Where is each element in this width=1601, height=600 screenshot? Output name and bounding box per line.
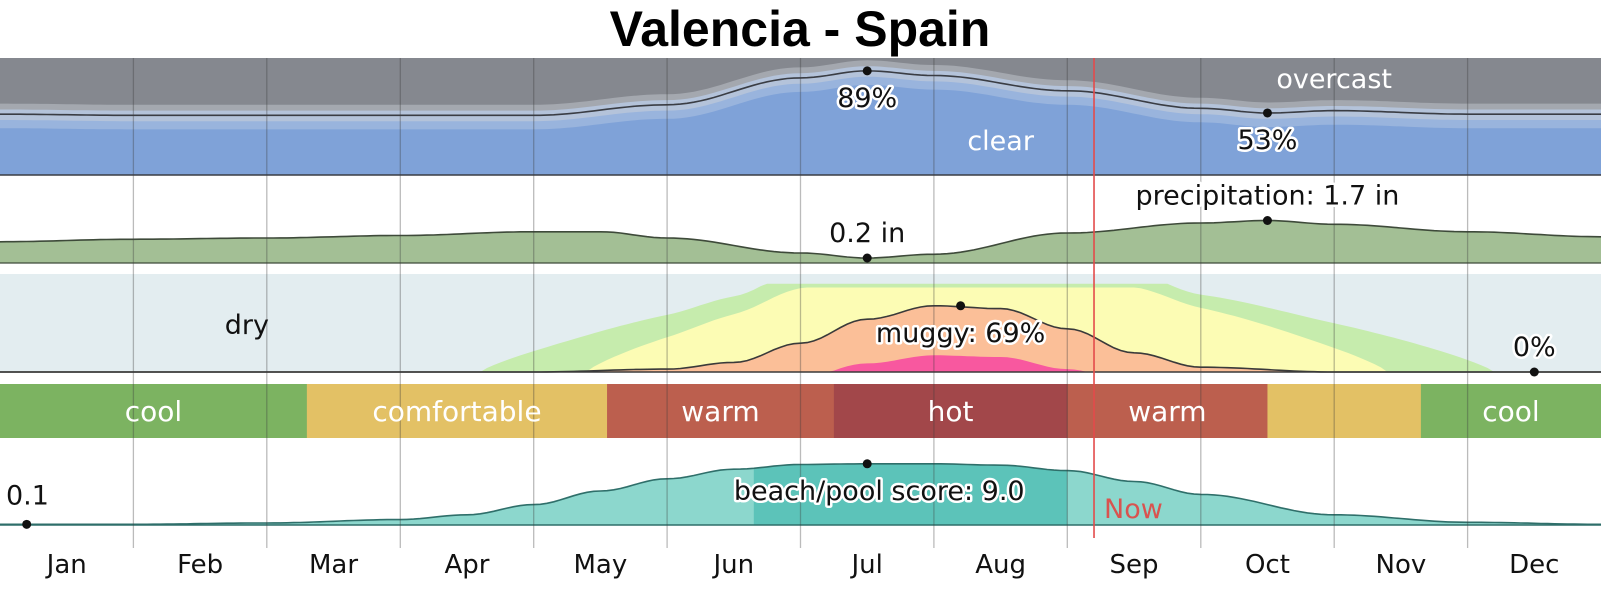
temp-band-label-6: cool xyxy=(1482,395,1539,428)
humidity-annotation-0: muggy: 69% xyxy=(876,318,1045,349)
precip-annotation-dot-0 xyxy=(862,253,872,263)
month-label-aug: Aug xyxy=(975,550,1026,580)
beach-score-line xyxy=(0,463,1601,526)
month-label-jul: Jul xyxy=(850,550,883,580)
dry-label: dry xyxy=(225,310,269,341)
beach-annotation-dot-1 xyxy=(862,459,872,469)
cloud-annotation-dot-0 xyxy=(862,66,872,76)
month-label-feb: Feb xyxy=(177,550,223,580)
humidity-annotation-dot-1 xyxy=(1529,367,1539,377)
month-label-jun: Jun xyxy=(711,550,754,580)
overcast-label: overcast xyxy=(1276,64,1392,95)
cloud-cover-panel xyxy=(0,58,1601,176)
precipitation-area xyxy=(0,220,1601,263)
precipitation-line xyxy=(0,219,1601,259)
humidity-panel xyxy=(0,274,1601,373)
muggy-area xyxy=(0,305,1601,372)
temp-band-5 xyxy=(1267,384,1422,438)
temperature-band-panel xyxy=(0,384,1601,438)
chart-title: Valencia - Spain xyxy=(610,1,991,57)
temp-band-0 xyxy=(0,384,308,438)
month-gridlines xyxy=(132,58,1469,548)
temp-band-2 xyxy=(607,384,835,438)
now-label: Now xyxy=(1104,494,1163,525)
precip-annotation-0: 0.2 in xyxy=(829,218,905,249)
beach-best-area xyxy=(753,463,1068,525)
humid-area xyxy=(0,287,1601,372)
month-label-apr: Apr xyxy=(444,550,489,580)
temp-band-6 xyxy=(1420,384,1601,438)
beach-annotation-1: beach/pool score: 9.0 xyxy=(734,476,1025,507)
humidity-annotation-1: 0% xyxy=(1513,332,1556,363)
temp-band-label-4: warm xyxy=(1128,395,1206,428)
month-label-dec: Dec xyxy=(1509,550,1559,580)
month-label-sep: Sep xyxy=(1110,550,1159,580)
month-axis: Jan Feb Mar Apr May Jun Jul Aug Sep Oct Nov Dec xyxy=(45,550,1560,580)
beach-score-panel xyxy=(0,463,1601,526)
month-label-nov: Nov xyxy=(1376,550,1427,580)
cloud-annotation-0: 89% xyxy=(837,83,897,114)
cloud-annotation-1: 53% xyxy=(1237,125,1297,156)
temp-band-4 xyxy=(1067,384,1268,438)
temp-band-1 xyxy=(306,384,608,438)
cloud-annotation-dot-1 xyxy=(1262,108,1272,118)
month-label-may: May xyxy=(573,550,627,580)
beach-annotation-0: 0.1 xyxy=(6,480,49,511)
precip-annotation-1: precipitation: 1.7 in xyxy=(1135,181,1399,212)
precip-annotation-dot-1 xyxy=(1262,216,1272,225)
temp-band-label-3: hot xyxy=(928,395,974,428)
precipitation-panel xyxy=(0,219,1601,264)
month-label-oct: Oct xyxy=(1245,550,1290,580)
temp-band-label-1: comfortable xyxy=(372,395,541,428)
temp-band-label-0: cool xyxy=(125,395,182,428)
cloud-cover-line xyxy=(0,70,1601,117)
now-marker: Now xyxy=(1093,58,1163,538)
month-label-jan: Jan xyxy=(45,550,87,580)
annotations: overcast clear 89% 53% 0.2 in precipitation: … xyxy=(4,64,1558,529)
clear-area xyxy=(0,84,1601,175)
beach-annotation-dot-0 xyxy=(22,519,32,529)
clear-label: clear xyxy=(967,126,1035,157)
humidity-annotation-dot-0 xyxy=(956,301,966,311)
month-label-mar: Mar xyxy=(309,550,358,580)
temp-band-label-2: warm xyxy=(681,395,759,428)
temp-band-3 xyxy=(833,384,1068,438)
